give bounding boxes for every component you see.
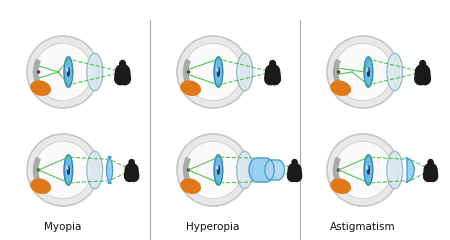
Ellipse shape xyxy=(120,60,126,67)
Ellipse shape xyxy=(368,68,369,76)
Ellipse shape xyxy=(184,43,242,101)
Ellipse shape xyxy=(64,155,73,185)
Ellipse shape xyxy=(68,166,69,174)
Bar xyxy=(428,163,433,169)
Wedge shape xyxy=(333,157,340,182)
Ellipse shape xyxy=(364,155,373,185)
Ellipse shape xyxy=(331,179,351,193)
Ellipse shape xyxy=(31,81,50,95)
Ellipse shape xyxy=(217,68,219,76)
Ellipse shape xyxy=(387,53,403,91)
Ellipse shape xyxy=(387,151,403,189)
Ellipse shape xyxy=(420,60,425,67)
Polygon shape xyxy=(265,160,284,180)
Ellipse shape xyxy=(368,166,369,174)
Wedge shape xyxy=(33,60,40,84)
Ellipse shape xyxy=(364,57,373,87)
Bar xyxy=(120,65,126,71)
Ellipse shape xyxy=(334,43,392,101)
Ellipse shape xyxy=(331,81,351,95)
Ellipse shape xyxy=(87,53,103,91)
Ellipse shape xyxy=(27,134,99,206)
Bar xyxy=(270,65,276,71)
Ellipse shape xyxy=(34,43,92,101)
Polygon shape xyxy=(107,157,112,183)
Ellipse shape xyxy=(67,166,68,170)
Ellipse shape xyxy=(216,166,218,170)
Ellipse shape xyxy=(270,60,275,67)
Ellipse shape xyxy=(216,68,218,72)
Ellipse shape xyxy=(64,57,73,87)
Ellipse shape xyxy=(37,71,40,73)
Text: Hyperopia: Hyperopia xyxy=(186,222,240,232)
Ellipse shape xyxy=(34,141,92,199)
Ellipse shape xyxy=(37,169,40,171)
Bar xyxy=(419,65,426,71)
Ellipse shape xyxy=(188,169,189,171)
Ellipse shape xyxy=(214,155,223,185)
Ellipse shape xyxy=(31,179,50,193)
Ellipse shape xyxy=(181,179,200,193)
Ellipse shape xyxy=(184,141,242,199)
Ellipse shape xyxy=(177,134,249,206)
Polygon shape xyxy=(406,158,414,182)
Ellipse shape xyxy=(237,151,252,189)
Ellipse shape xyxy=(188,71,189,73)
Wedge shape xyxy=(333,60,340,84)
Ellipse shape xyxy=(292,160,297,165)
Ellipse shape xyxy=(68,68,69,76)
Ellipse shape xyxy=(338,71,340,73)
Bar xyxy=(129,163,135,169)
Text: Myopia: Myopia xyxy=(44,222,82,232)
Ellipse shape xyxy=(237,53,252,91)
Ellipse shape xyxy=(327,134,399,206)
Ellipse shape xyxy=(428,160,433,165)
Ellipse shape xyxy=(181,81,200,95)
Wedge shape xyxy=(184,60,190,84)
Wedge shape xyxy=(184,157,190,182)
Ellipse shape xyxy=(334,141,392,199)
Ellipse shape xyxy=(67,68,68,72)
Ellipse shape xyxy=(217,166,219,174)
Ellipse shape xyxy=(367,166,368,170)
Ellipse shape xyxy=(214,57,223,87)
Text: Astigmatism: Astigmatism xyxy=(330,222,396,232)
Wedge shape xyxy=(33,157,40,182)
Ellipse shape xyxy=(338,169,340,171)
Polygon shape xyxy=(249,158,274,182)
Ellipse shape xyxy=(27,36,99,108)
Ellipse shape xyxy=(87,151,103,189)
Ellipse shape xyxy=(129,160,134,165)
Bar xyxy=(292,163,297,169)
Ellipse shape xyxy=(327,36,399,108)
Ellipse shape xyxy=(177,36,249,108)
Ellipse shape xyxy=(367,68,368,72)
